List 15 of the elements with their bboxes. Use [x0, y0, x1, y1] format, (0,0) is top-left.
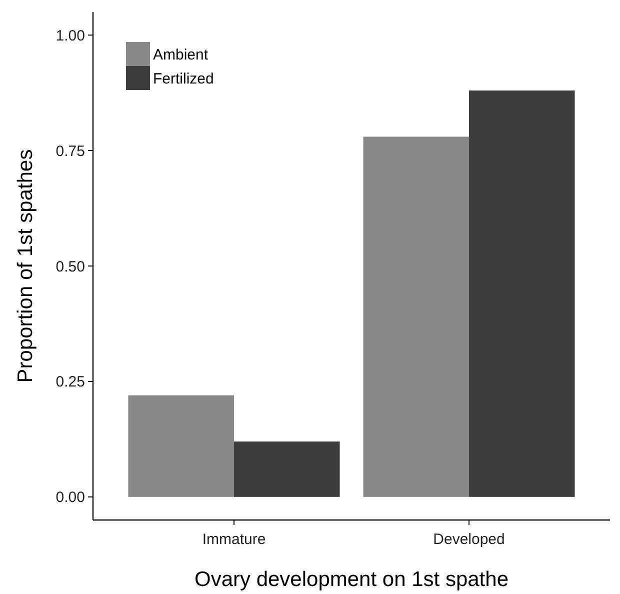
bar	[128, 395, 234, 497]
x-tick-label: Developed	[433, 531, 505, 548]
x-tick-label: Immature	[202, 531, 266, 548]
legend-label: Fertilized	[153, 70, 214, 88]
y-tick-label: 0.25	[56, 374, 85, 391]
y-axis-title: Proportion of 1st spathes	[14, 149, 37, 383]
y-tick-label: 0.50	[56, 258, 85, 276]
x-axis-title: Ovary development on 1st spathe	[194, 568, 509, 591]
legend-label: Ambient	[153, 46, 209, 64]
y-tick-label: 0.00	[56, 489, 85, 506]
y-tick-label: 0.75	[56, 142, 85, 160]
y-tick-label: 1.00	[56, 27, 85, 44]
bar	[363, 136, 469, 497]
bar	[469, 90, 575, 497]
bar	[234, 441, 340, 497]
